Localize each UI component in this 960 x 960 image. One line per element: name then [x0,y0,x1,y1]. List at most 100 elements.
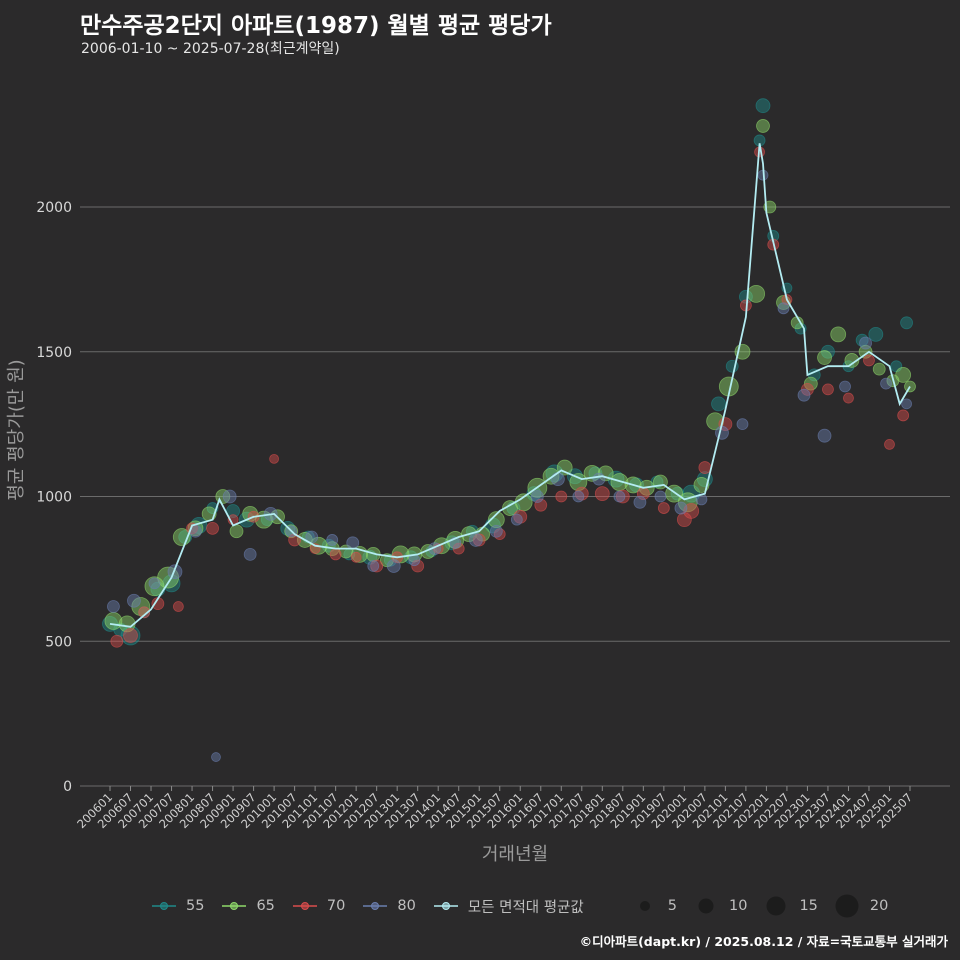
legend-key-55-icon [152,902,176,910]
data-point-80 [367,560,380,572]
size-legend-item: 5 [630,894,677,918]
legend-item-average[interactable]: 모든 면적대 평균값 [432,896,584,917]
data-point-70 [411,559,425,573]
y-axis-title: 평균 평당가(만 원) [6,359,27,500]
data-point-80 [715,425,729,440]
data-point-80 [592,472,606,486]
legend: 55 65 70 80 모든 면적대 평균값 5 10 15 20 [150,894,902,918]
data-point-80 [797,388,811,402]
chart-subtitle: 2006-01-10 ~ 2025-07-28(최근계약일) [81,41,340,57]
data-point-70 [329,548,342,561]
data-point-55 [226,504,240,518]
credit-text: ©디아파트(dapt.kr) / 2025.08.12 / 자료=국토교통부 실… [579,934,948,949]
y-tick-label: 500 [45,634,72,650]
data-point-70 [513,509,528,524]
data-point-80 [572,490,585,503]
data-point-55 [900,316,913,330]
data-point-80 [777,302,790,315]
data-point-65 [803,376,818,391]
legend-label-65: 65 [256,898,275,914]
legend-label-80: 80 [397,898,416,914]
data-point-70 [822,383,834,396]
y-tick-label: 2000 [36,200,72,216]
data-point-80 [127,593,141,608]
data-point-80 [326,534,339,546]
data-point-80 [817,428,832,443]
data-point-70 [370,559,384,573]
data-point-80 [510,513,523,526]
data-point-65 [487,511,505,529]
data-point-70 [269,453,280,464]
data-point-80 [386,559,401,573]
data-point-70 [472,533,486,547]
data-point-55 [711,396,726,412]
size-legend-label: 10 [728,898,748,914]
legend-key-80-icon [363,902,388,910]
data-point-80 [550,472,565,487]
size-legend-item: 20 [832,894,888,918]
data-point-80 [674,501,688,515]
data-point-70 [683,503,700,519]
data-point-80 [107,600,120,613]
chart-title: 만수주공2단지 아파트(1987) 월별 평균 평당가 [80,13,552,39]
legend-key-65-icon [222,902,247,910]
size-legend-item: 15 [761,894,818,918]
data-point-80 [839,380,851,393]
size-legend-label: 5 [667,898,677,914]
data-point-65 [144,576,165,597]
data-point-80 [736,418,749,431]
y-tick-label: 1500 [36,345,72,361]
data-point-70 [123,628,138,643]
data-point-80 [880,377,892,390]
data-point-70 [863,354,875,367]
data-point-80 [530,490,544,503]
legend-label-average: 모든 면적대 평균값 [467,899,584,916]
legend-label-70: 70 [326,898,346,914]
size-legend-item: 10 [691,894,747,918]
x-axis-title: 거래년월 [482,844,548,865]
legend-item-80[interactable]: 80 [361,896,416,916]
data-point-80 [901,398,912,410]
average-line [109,143,911,628]
legend-key-average-icon [433,902,458,910]
data-point-80 [148,577,161,590]
data-point-70 [843,392,854,404]
data-point-55 [607,470,625,488]
size-key-icon [835,894,859,918]
data-point-70 [110,634,124,648]
data-point-80 [408,554,421,567]
data-point-80 [633,495,647,509]
data-point-70 [615,489,630,504]
data-point-70 [574,486,589,501]
legend-item-55[interactable]: 55 [150,896,204,916]
size-legend-label: 20 [869,898,889,914]
data-point-80 [654,490,667,503]
data-point-70 [884,438,895,450]
data-point-65 [872,362,886,376]
legend-key-70-icon [292,902,317,910]
data-point-65 [904,380,916,393]
data-point-70 [698,461,712,474]
legend-item-65[interactable]: 65 [220,896,275,916]
data-point-65 [756,119,770,133]
data-point-65 [229,524,244,539]
data-point-70 [172,601,184,612]
data-point-80 [613,490,626,503]
data-point-65 [844,353,860,368]
data-point-70 [657,502,670,514]
data-point-65 [830,326,847,343]
legend-label-55: 55 [186,898,205,914]
data-point-80 [222,489,237,504]
y-tick-label: 0 [63,779,72,795]
data-point-70 [594,486,610,502]
data-point-65 [569,473,588,491]
size-legend: 5 10 15 20 [630,894,903,918]
data-point-80 [468,533,483,547]
size-key-icon [639,901,650,911]
data-point-70 [206,521,219,535]
legend-item-70[interactable]: 70 [291,896,345,916]
data-point-55 [738,289,753,304]
data-point-80 [859,336,872,350]
data-point-70 [138,606,151,619]
